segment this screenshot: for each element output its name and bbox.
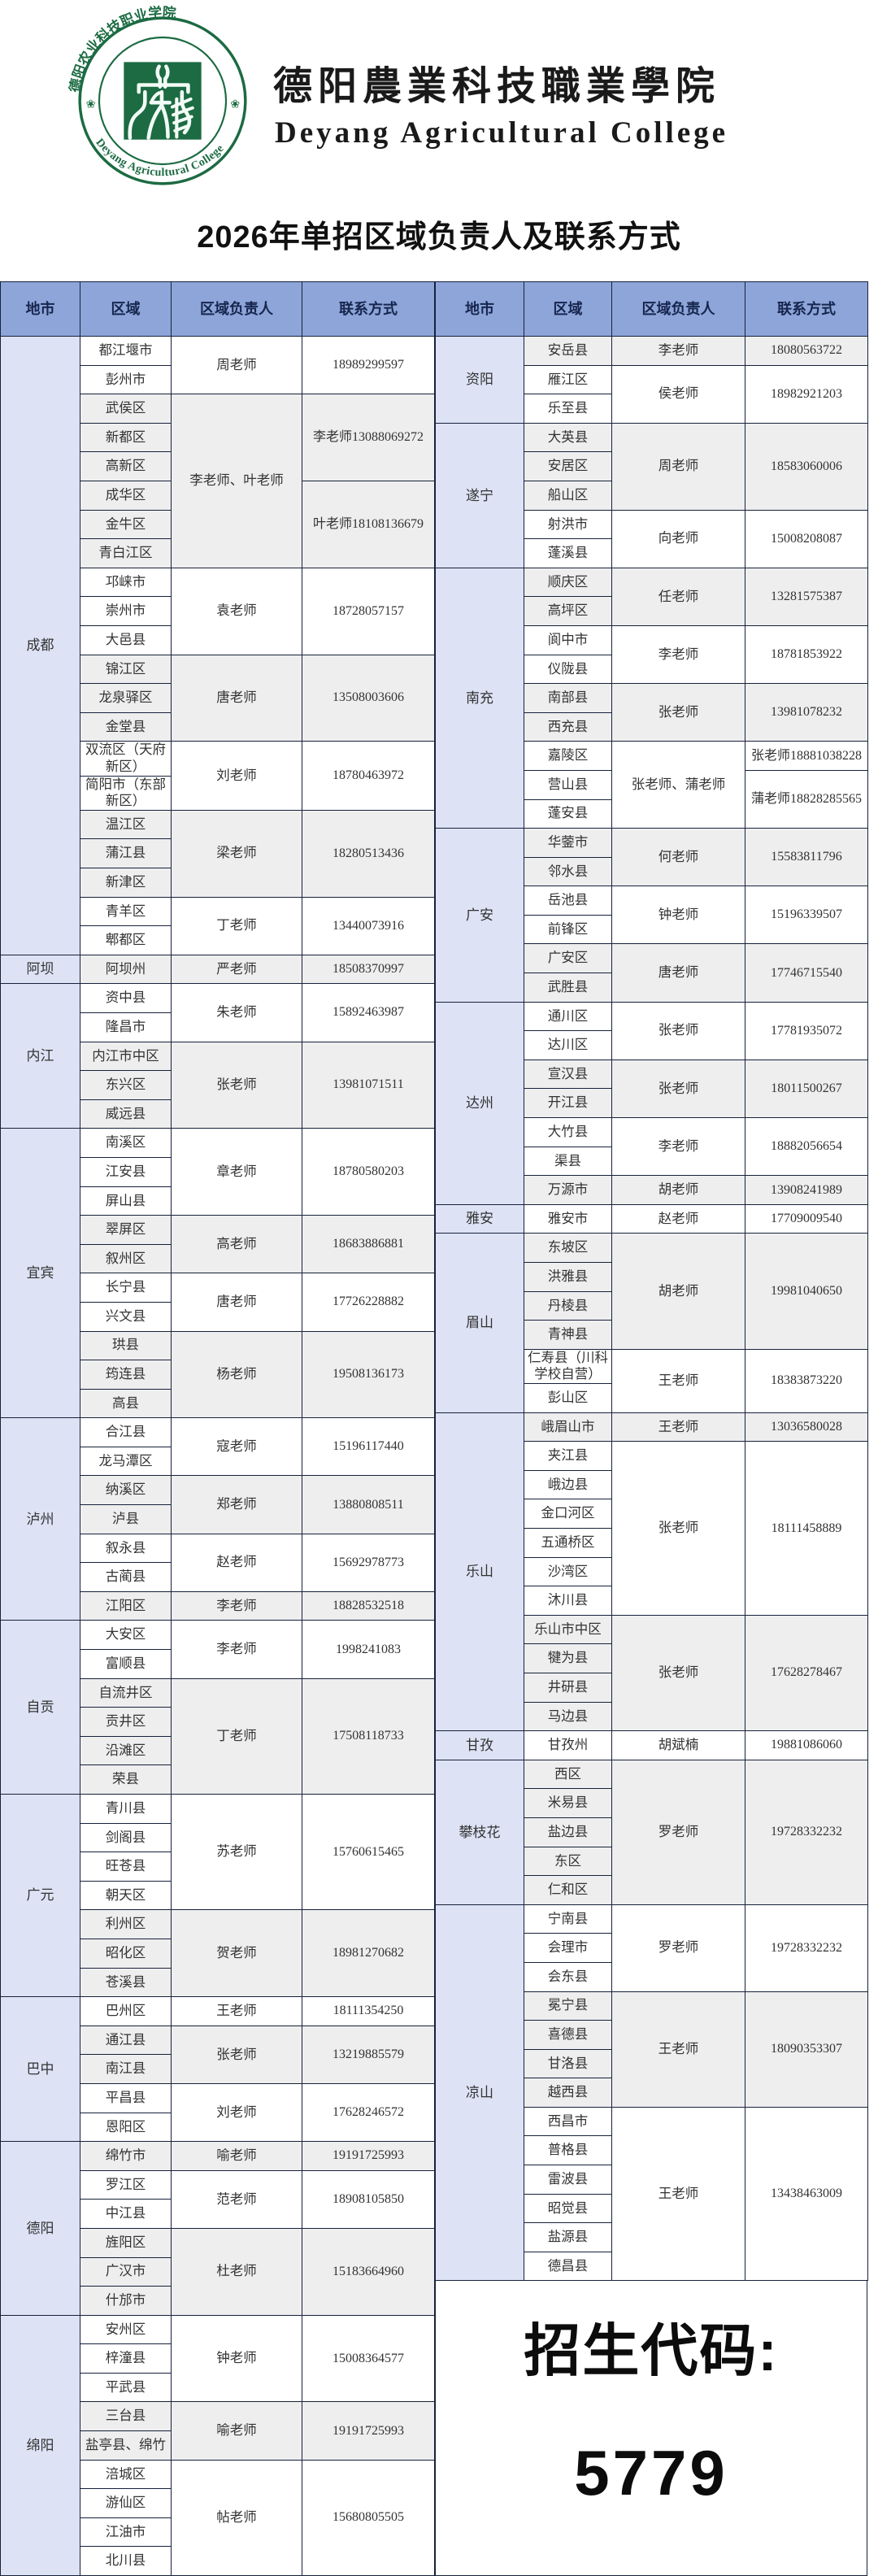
svg-text:❀: ❀ <box>230 98 240 111</box>
svg-text:❀: ❀ <box>86 98 96 111</box>
